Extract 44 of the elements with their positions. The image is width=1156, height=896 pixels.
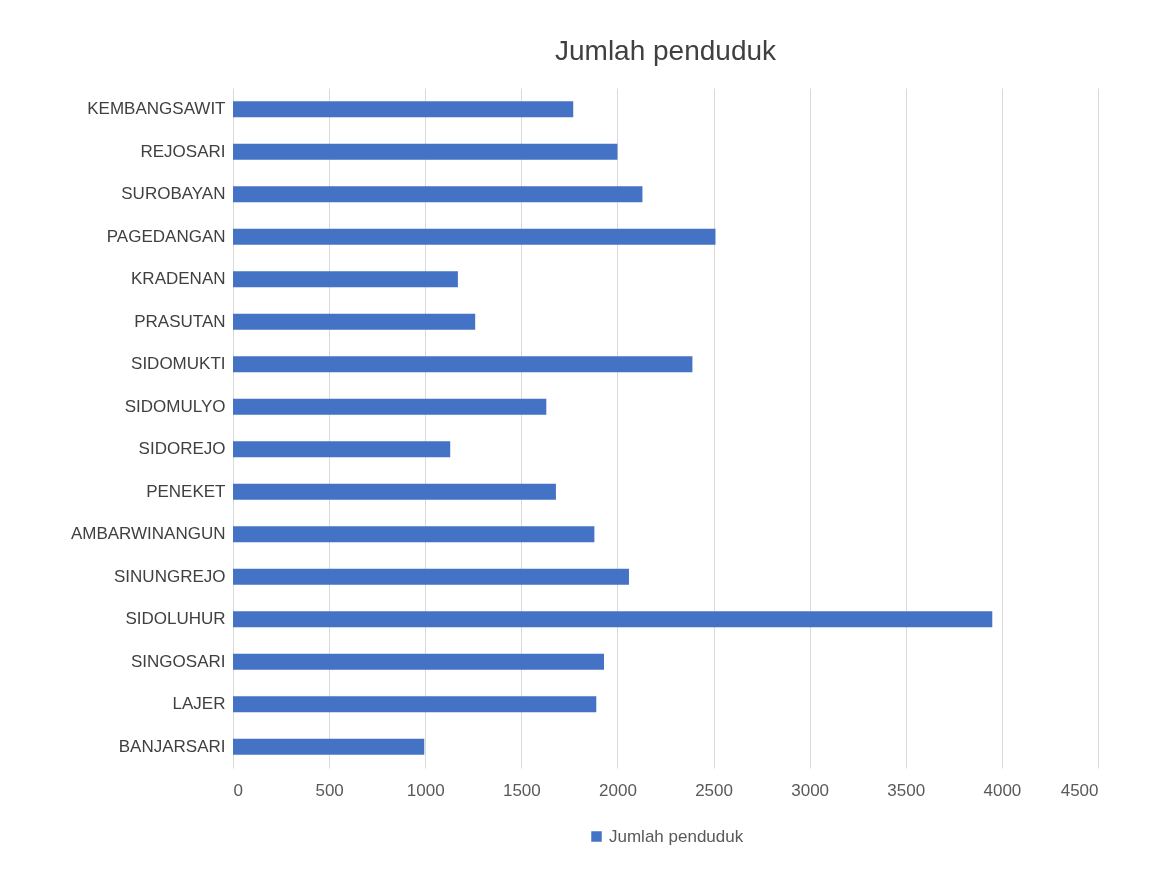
y-tick-label: SIDOREJO [138,439,226,459]
y-tick-label: LAJER [172,694,226,714]
chart-title: Jumlah penduduk [554,35,778,66]
bar [233,228,716,245]
bar [233,186,643,203]
y-tick-label: SINUNGREJO [114,566,226,586]
bar [233,101,574,118]
legend-label: Jumlah penduduk [609,826,744,846]
bar [233,611,993,628]
x-tick-label: 1000 [406,780,445,800]
x-tick-label: 2000 [599,780,637,800]
y-tick-label: SUROBAYAN [121,184,226,204]
bar [233,526,595,543]
bar [233,356,693,373]
y-tick-label: PAGEDANGAN [106,226,226,246]
y-tick-label: SIDOMULYO [124,396,226,416]
y-tick-label: BANJARSARI [118,736,226,756]
x-tick-label: 500 [315,780,344,800]
x-tick-label: 4000 [983,780,1022,800]
x-tick-label: 1500 [502,780,541,800]
bar [233,653,604,670]
y-tick-label: REJOSARI [140,141,226,161]
x-tick-label: 4500 [1060,780,1099,800]
x-tick-label: 3500 [887,780,926,800]
bar [233,696,597,713]
bar [233,398,547,415]
x-tick-label: 0 [233,780,243,800]
bar [233,441,451,458]
x-tick-label: 2500 [695,780,733,800]
y-tick-label: KRADENAN [131,269,226,289]
bar [233,271,458,288]
bar [233,738,425,755]
y-tick-label: SIDOMUKTI [131,354,226,374]
y-tick-label: SIDOLUHUR [125,609,226,629]
y-tick-label: PENEKET [146,481,226,501]
bar [233,483,556,500]
y-tick-label: PRASUTAN [134,311,226,331]
y-tick-label: KEMBANGSAWIT [87,99,226,119]
y-tick-label: AMBARWINANGUN [70,524,226,544]
x-tick-label: 3000 [791,780,830,800]
bar [233,143,618,160]
bar [233,313,476,330]
bar [233,568,629,585]
y-tick-label: SINGOSARI [131,651,226,671]
